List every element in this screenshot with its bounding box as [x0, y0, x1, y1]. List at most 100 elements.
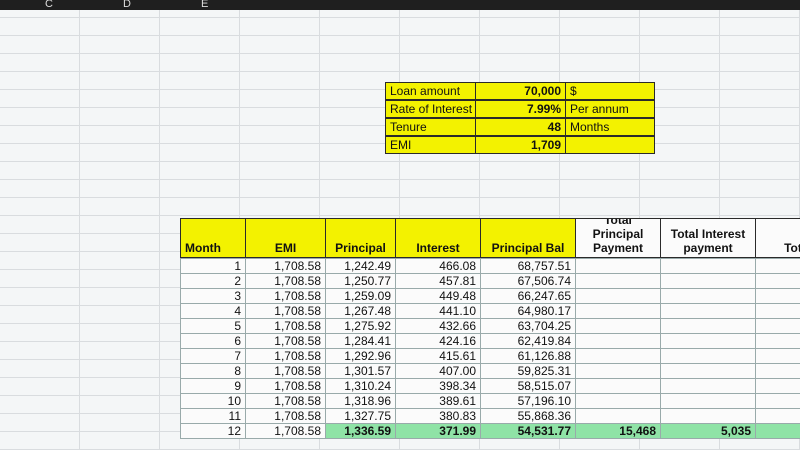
loan-value: 48	[475, 118, 566, 136]
table-cell: 398.34	[395, 378, 481, 394]
empty-cell	[660, 288, 756, 304]
empty-cell	[755, 303, 800, 319]
table-cell: 1,327.75	[325, 408, 396, 424]
empty-cell	[755, 258, 800, 274]
table-cell: 1,708.58	[245, 273, 326, 289]
empty-cell	[575, 378, 661, 394]
table-cell: 1,708.58	[245, 288, 326, 304]
loan-label: Loan amount	[385, 82, 476, 100]
table-header: Interest	[395, 218, 481, 258]
table-cell: 59,825.31	[480, 363, 576, 379]
table-cell: 67,506.74	[480, 273, 576, 289]
empty-cell	[660, 393, 756, 409]
table-cell: 1,708.58	[245, 423, 326, 439]
empty-cell	[660, 258, 756, 274]
table-cell: 424.16	[395, 333, 481, 349]
table-cell: 9	[180, 378, 246, 394]
table-cell: 5	[180, 318, 246, 334]
column-letter: E	[201, 0, 209, 10]
table-cell: 380.83	[395, 408, 481, 424]
table-cell: 1,708.58	[245, 393, 326, 409]
empty-cell	[575, 273, 661, 289]
empty-cell	[575, 288, 661, 304]
table-header: Total Principal Payment	[575, 218, 661, 258]
table-cell: 1,708.58	[245, 318, 326, 334]
loan-value: 1,709	[475, 136, 566, 154]
table-header: Principal Bal	[480, 218, 576, 258]
empty-cell	[660, 303, 756, 319]
empty-cell	[755, 288, 800, 304]
table-cell: 3	[180, 288, 246, 304]
table-cell: 1,708.58	[245, 303, 326, 319]
table-cell: 449.48	[395, 288, 481, 304]
table-cell: 12	[180, 423, 246, 439]
table-cell: 1,259.09	[325, 288, 396, 304]
empty-cell	[660, 363, 756, 379]
table-cell: 7	[180, 348, 246, 364]
table-cell: 1,708.58	[245, 378, 326, 394]
table-cell: 54,531.77	[480, 423, 576, 439]
table-cell: 11	[180, 408, 246, 424]
table-cell: 1,336.59	[325, 423, 396, 439]
table-cell: 407.00	[395, 363, 481, 379]
table-cell: 61,126.88	[480, 348, 576, 364]
empty-cell	[660, 348, 756, 364]
table-cell: 389.61	[395, 393, 481, 409]
empty-cell	[575, 333, 661, 349]
empty-cell	[755, 423, 800, 439]
table-cell: 1	[180, 258, 246, 274]
empty-cell	[575, 408, 661, 424]
empty-cell	[755, 378, 800, 394]
empty-cell	[660, 378, 756, 394]
table-cell: 441.10	[395, 303, 481, 319]
table-cell: 68,757.51	[480, 258, 576, 274]
table-cell: 371.99	[395, 423, 481, 439]
table-cell: 64,980.17	[480, 303, 576, 319]
table-cell: 62,419.84	[480, 333, 576, 349]
table-cell: 1,242.49	[325, 258, 396, 274]
loan-unit: Months	[565, 118, 655, 136]
table-cell: 1,708.58	[245, 348, 326, 364]
empty-cell	[575, 393, 661, 409]
empty-cell	[755, 333, 800, 349]
table-cell: 66,247.65	[480, 288, 576, 304]
loan-unit: $	[565, 82, 655, 100]
loan-label: EMI	[385, 136, 476, 154]
table-cell: 1,318.96	[325, 393, 396, 409]
table-cell: 15,468	[575, 423, 661, 439]
column-letter: C	[45, 0, 53, 10]
table-header: Total Interest payment	[660, 218, 756, 258]
loan-value: 70,000	[475, 82, 566, 100]
table-cell: 8	[180, 363, 246, 379]
table-cell: 466.08	[395, 258, 481, 274]
table-cell: 1,284.41	[325, 333, 396, 349]
table-cell: 415.61	[395, 348, 481, 364]
table-header: EMI	[245, 218, 326, 258]
loan-label: Tenure	[385, 118, 476, 136]
table-header: Total	[755, 218, 800, 258]
table-cell: 1,250.77	[325, 273, 396, 289]
empty-cell	[755, 408, 800, 424]
table-cell: 58,515.07	[480, 378, 576, 394]
table-cell: 57,196.10	[480, 393, 576, 409]
table-cell: 457.81	[395, 273, 481, 289]
table-cell: 4	[180, 303, 246, 319]
table-cell: 6	[180, 333, 246, 349]
empty-cell	[660, 318, 756, 334]
empty-cell	[575, 303, 661, 319]
table-cell: 1,292.96	[325, 348, 396, 364]
table-cell: 5,035	[660, 423, 756, 439]
table-header: Principal	[325, 218, 396, 258]
loan-unit	[565, 136, 655, 154]
table-cell: 1,708.58	[245, 363, 326, 379]
empty-cell	[660, 273, 756, 289]
table-cell: 1,275.92	[325, 318, 396, 334]
table-header: Month	[180, 218, 246, 258]
empty-cell	[575, 348, 661, 364]
empty-cell	[575, 363, 661, 379]
empty-cell	[575, 258, 661, 274]
table-cell: 1,267.48	[325, 303, 396, 319]
empty-cell	[660, 333, 756, 349]
empty-cell	[755, 348, 800, 364]
